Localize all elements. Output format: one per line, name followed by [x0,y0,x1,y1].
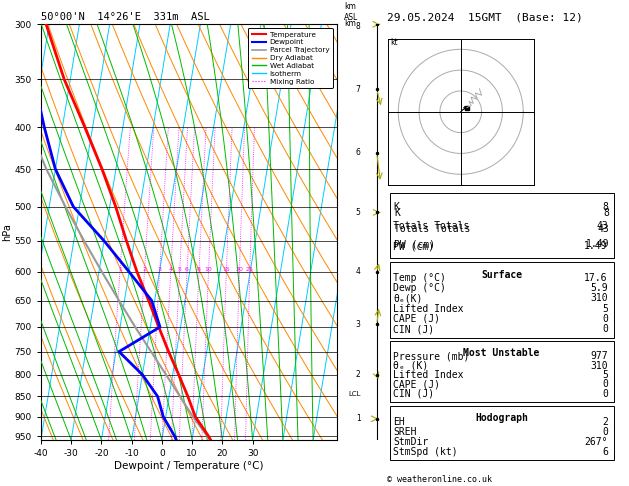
Text: 8: 8 [356,22,360,31]
Text: 5: 5 [177,267,182,272]
Text: Pressure (mb): Pressure (mb) [393,351,469,361]
Text: Lifted Index: Lifted Index [393,370,464,380]
Text: K: K [394,208,400,218]
Text: Totals Totals: Totals Totals [393,222,469,231]
Text: 50°00'N  14°26'E  331m  ASL: 50°00'N 14°26'E 331m ASL [41,12,209,22]
Text: km: km [345,19,357,28]
Text: CIN (J): CIN (J) [393,324,434,334]
Text: K: K [393,202,399,212]
Text: 1.49: 1.49 [584,241,608,251]
Text: CAPE (J): CAPE (J) [393,314,440,324]
Text: 8: 8 [197,267,201,272]
Text: θₑ (K): θₑ (K) [393,361,428,371]
Text: km
ASL: km ASL [343,2,358,22]
Text: Temp (°C): Temp (°C) [393,273,446,283]
Text: PW (cm): PW (cm) [393,241,434,251]
Bar [389,406,614,460]
Text: 4: 4 [169,267,173,272]
Text: 0: 0 [602,427,608,436]
Text: kt: kt [390,38,398,47]
Text: 0: 0 [602,380,608,389]
Text: 25: 25 [246,267,253,272]
Text: 5.9: 5.9 [590,283,608,293]
Text: 3: 3 [355,320,360,329]
Legend: Temperature, Dewpoint, Parcel Trajectory, Dry Adiabat, Wet Adiabat, Isotherm, Mi: Temperature, Dewpoint, Parcel Trajectory… [248,28,333,88]
Text: 7: 7 [355,85,360,94]
Text: Most Unstable: Most Unstable [464,348,540,358]
Text: 1.49: 1.49 [586,239,609,249]
Text: 977: 977 [590,351,608,361]
Text: 6: 6 [185,267,189,272]
Text: PW (cm): PW (cm) [394,239,435,249]
Text: θₑ(K): θₑ(K) [393,294,423,303]
Text: 310: 310 [590,294,608,303]
Text: StmSpd (kt): StmSpd (kt) [393,447,458,456]
Text: 1: 1 [118,267,122,272]
Text: 2: 2 [356,370,360,379]
Text: 0: 0 [602,324,608,334]
Text: EH: EH [393,417,405,427]
Text: 4: 4 [355,267,360,277]
Y-axis label: hPa: hPa [2,223,12,241]
Bar [389,193,614,258]
Text: Hodograph: Hodograph [475,413,528,423]
Bar [389,341,614,402]
Text: StmDir: StmDir [393,436,428,447]
Text: 15: 15 [223,267,230,272]
Text: 20: 20 [235,267,243,272]
Text: 267°: 267° [584,436,608,447]
Text: 0: 0 [602,389,608,399]
Text: 29.05.2024  15GMT  (Base: 12): 29.05.2024 15GMT (Base: 12) [387,12,582,22]
Text: 3: 3 [158,267,162,272]
Text: 0: 0 [602,314,608,324]
Text: CAPE (J): CAPE (J) [393,380,440,389]
Text: 310: 310 [590,361,608,371]
Text: 1: 1 [356,414,360,423]
Text: 43: 43 [596,222,608,231]
X-axis label: Dewpoint / Temperature (°C): Dewpoint / Temperature (°C) [114,461,264,470]
Text: 5: 5 [602,304,608,313]
Text: 8: 8 [603,208,609,218]
Text: SREH: SREH [393,427,416,436]
Text: 5: 5 [602,370,608,380]
Bar [389,262,614,338]
Text: © weatheronline.co.uk: © weatheronline.co.uk [387,474,492,484]
Text: 5: 5 [355,208,360,217]
Text: Surface: Surface [481,270,522,279]
Text: 17.6: 17.6 [584,273,608,283]
Text: 2: 2 [602,417,608,427]
Text: Totals Totals: Totals Totals [394,224,470,234]
Text: Dewp (°C): Dewp (°C) [393,283,446,293]
Text: LCL: LCL [348,391,360,397]
Text: 6: 6 [355,148,360,157]
Text: 10: 10 [204,267,213,272]
Text: 8: 8 [602,202,608,212]
Text: CIN (J): CIN (J) [393,389,434,399]
Text: 2: 2 [142,267,147,272]
Text: Lifted Index: Lifted Index [393,304,464,313]
Text: 6: 6 [602,447,608,456]
Text: 43: 43 [597,224,609,234]
